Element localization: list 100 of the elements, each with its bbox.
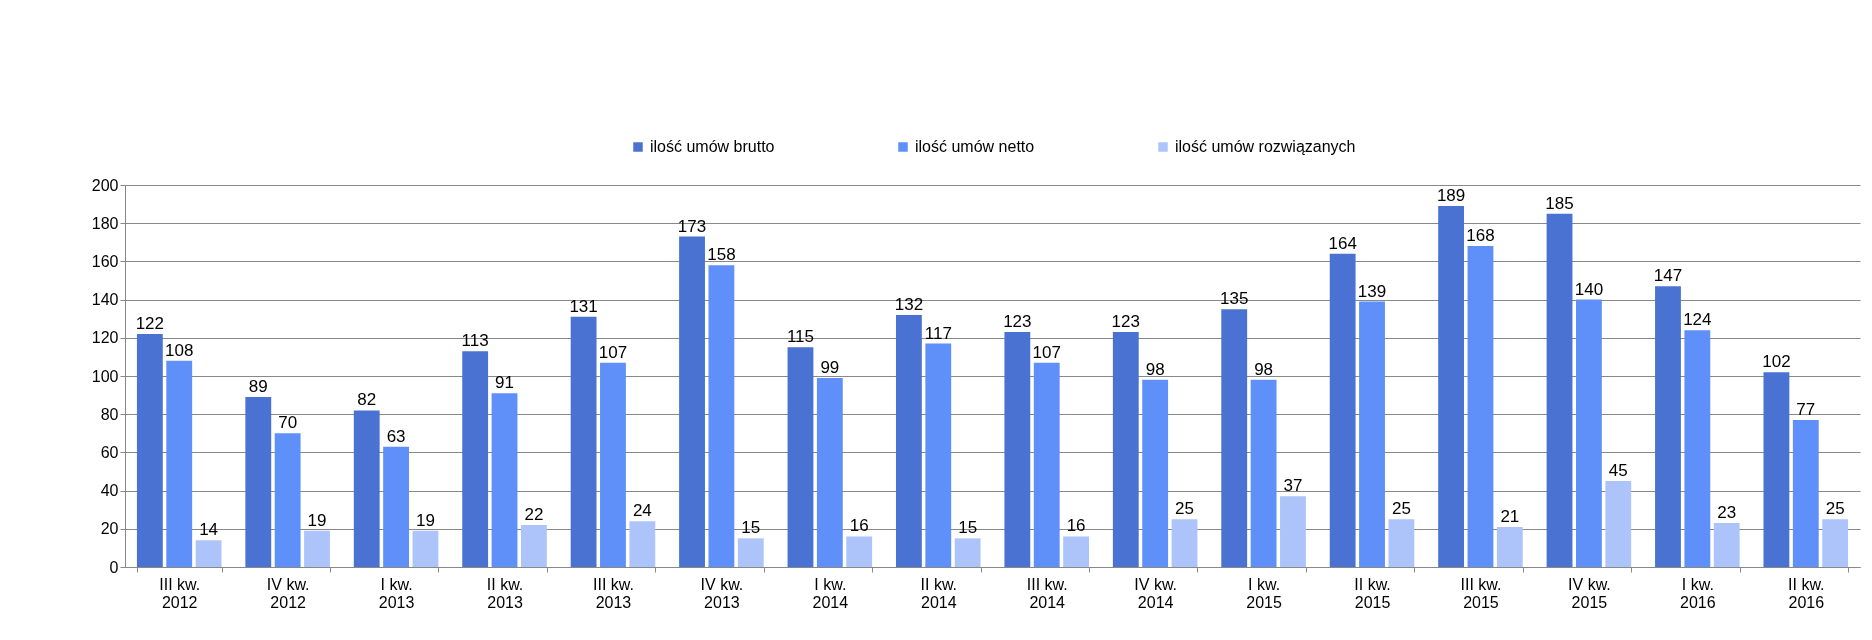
data-label: 21: [1500, 506, 1520, 526]
data-label: 102: [1762, 352, 1791, 372]
data-label: 115: [786, 327, 815, 347]
data-label: 107: [1032, 342, 1061, 362]
x-tick-label: IV kw. 2015: [1568, 575, 1611, 611]
y-tick-label: 20: [100, 520, 119, 538]
data-label: 189: [1436, 186, 1466, 206]
x-tick-label: II kw. 2016: [1788, 575, 1825, 611]
data-label: 25: [1391, 499, 1411, 519]
data-label: 158: [707, 245, 736, 265]
y-tick-label: 180: [91, 214, 119, 232]
data-label: 108: [165, 340, 194, 360]
data-label: 98: [1145, 359, 1165, 379]
bar: [1112, 332, 1139, 567]
data-label: 117: [924, 323, 952, 343]
data-label: 70: [278, 413, 298, 433]
data-label: 123: [1003, 312, 1032, 332]
data-label: 25: [1825, 499, 1845, 519]
data-label: 25: [1175, 499, 1194, 519]
data-label: 124: [1683, 310, 1712, 330]
bar: [195, 540, 222, 567]
bar: [1763, 372, 1790, 567]
bar: [600, 362, 626, 567]
data-label: 37: [1283, 476, 1303, 496]
data-label: 140: [1574, 279, 1604, 299]
data-label: 122: [135, 313, 165, 333]
bar: [1004, 332, 1031, 567]
bar: [520, 524, 547, 567]
data-label: 19: [416, 510, 435, 530]
data-label: 45: [1608, 461, 1628, 481]
y-tick-label: 60: [100, 443, 119, 461]
legend-label: ilość umów netto: [915, 138, 1035, 155]
y-tick-label: 0: [109, 558, 119, 576]
bar: [491, 393, 518, 567]
data-label: 14: [199, 520, 219, 540]
data-label: 131: [569, 296, 598, 316]
data-label: 168: [1466, 226, 1495, 246]
data-label: 185: [1545, 193, 1574, 213]
bar: [166, 360, 193, 567]
data-label: 23: [1717, 503, 1737, 523]
y-tick-label: 100: [91, 367, 119, 385]
x-tick-label: III kw. 2012: [159, 575, 201, 611]
bar: [816, 377, 843, 567]
bar: [1280, 496, 1306, 567]
y-tick-label: 140: [91, 291, 119, 309]
x-tick-label: IV kw. 2014: [1134, 575, 1177, 611]
data-label: 82: [357, 390, 377, 410]
bar: [570, 316, 597, 567]
y-tick-label: 80: [100, 405, 119, 423]
bar: [1684, 330, 1711, 567]
bar: [1033, 362, 1060, 567]
bar: [1142, 379, 1169, 567]
bar: [462, 351, 489, 567]
legend-label: ilość umów brutto: [650, 138, 775, 155]
data-label: 98: [1254, 359, 1274, 379]
bar: [787, 347, 814, 567]
x-tick-label: I kw. 2015: [1246, 575, 1282, 611]
bar: [245, 397, 272, 567]
bar: [353, 410, 380, 567]
data-label: 135: [1220, 289, 1249, 309]
bar: [1250, 379, 1277, 567]
bar: [1467, 246, 1494, 567]
bar: [412, 530, 439, 567]
data-label: 107: [598, 342, 628, 362]
data-label: 173: [677, 216, 707, 236]
bar: [1221, 309, 1248, 567]
data-label: 16: [1066, 516, 1086, 536]
bar: [1655, 286, 1681, 567]
bar: [1792, 419, 1819, 567]
data-label: 132: [894, 294, 924, 314]
data-label: 63: [386, 426, 406, 446]
bar: [1388, 519, 1415, 567]
bar: [383, 446, 410, 567]
data-label: 99: [820, 357, 840, 377]
bar: [304, 530, 330, 567]
y-tick-label: 120: [91, 329, 119, 347]
bar: [679, 236, 705, 567]
bar: [708, 265, 735, 567]
data-label: 16: [849, 516, 869, 536]
data-label: 139: [1357, 281, 1387, 301]
x-tick-label: II kw. 2013: [486, 575, 524, 611]
data-label: 15: [958, 518, 978, 538]
bar: [1171, 519, 1198, 567]
bar: [1713, 523, 1740, 567]
data-label: 89: [248, 377, 268, 397]
bar: [274, 433, 301, 567]
bar: [1546, 213, 1573, 567]
bar: [1822, 519, 1849, 567]
data-label: 24: [632, 501, 652, 521]
x-tick-label: III kw. 2014: [1026, 575, 1068, 611]
bar: [925, 343, 952, 567]
bar: [1575, 299, 1602, 567]
y-tick-label: 200: [91, 176, 119, 194]
bar: [136, 333, 163, 567]
x-tick-label: IV kw. 2013: [700, 575, 744, 611]
bar: [1605, 481, 1632, 567]
bar: [629, 521, 656, 567]
x-tick-label: IV kw. 2012: [266, 575, 310, 611]
legend-label: ilość umów rozwiązanych: [1175, 138, 1356, 155]
data-label: 77: [1796, 399, 1816, 419]
